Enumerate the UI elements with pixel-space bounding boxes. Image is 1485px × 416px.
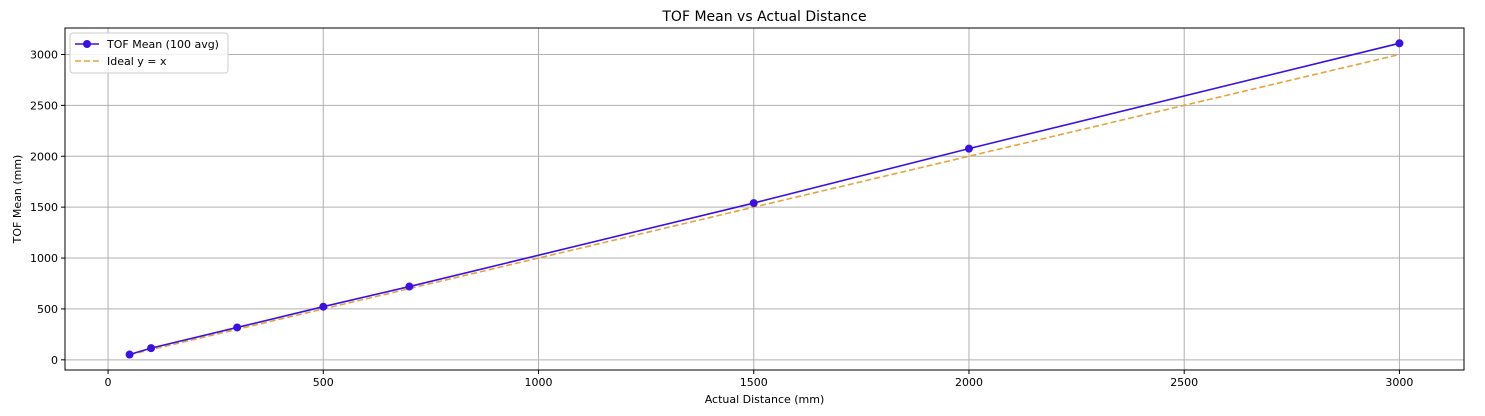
series-0-point-1 <box>147 344 156 353</box>
ticks: 0 500 1000 1500 2000 2500 3000 0 500 1000 1500 2000… <box>30 48 1413 389</box>
series-0-point-4 <box>405 282 414 291</box>
x-tick-label-500: 500 <box>313 376 334 389</box>
legend-label-ideal: Ideal y = x <box>107 55 167 68</box>
chart-title: TOF Mean vs Actual Distance <box>661 9 866 25</box>
plot-area-frame <box>64 27 1465 371</box>
legend-box <box>69 32 229 74</box>
x-tick-label-1500: 1500 <box>740 376 768 389</box>
series-0-point-3 <box>319 302 328 311</box>
series-0-point-0 <box>125 350 134 359</box>
legend: TOF Mean (100 avg) Ideal y = x <box>69 32 229 74</box>
y-tick-label-1500: 1500 <box>30 201 58 214</box>
y-axis-label: TOF Mean (mm) <box>11 155 24 245</box>
x-axis-label: Actual Distance (mm) <box>705 393 825 406</box>
legend-label-tof-mean: TOF Mean (100 avg) <box>106 38 219 51</box>
x-tick-label-1000: 1000 <box>525 376 553 389</box>
grid <box>65 28 1464 370</box>
x-tick-label-2000: 2000 <box>955 376 983 389</box>
series-0-point-5 <box>749 199 758 208</box>
x-tick-label-0: 0 <box>105 376 112 389</box>
legend-marker-tof-mean <box>83 40 91 48</box>
series-line-1 <box>129 53 1400 356</box>
y-tick-label-2500: 2500 <box>30 99 58 112</box>
x-tick-label-2500: 2500 <box>1170 376 1198 389</box>
y-tick-label-3000: 3000 <box>30 48 58 61</box>
y-tick-label-1000: 1000 <box>30 252 58 265</box>
series-0-point-6 <box>964 144 973 153</box>
y-tick-label-0: 0 <box>51 354 58 367</box>
x-tick-label-3000: 3000 <box>1385 376 1413 389</box>
series-0-point-7 <box>1395 39 1404 48</box>
series-layer <box>125 39 1404 359</box>
series-line-0 <box>129 42 1400 356</box>
series-0-point-2 <box>233 323 242 332</box>
y-tick-label-500: 500 <box>37 303 58 316</box>
y-tick-label-2000: 2000 <box>30 150 58 163</box>
